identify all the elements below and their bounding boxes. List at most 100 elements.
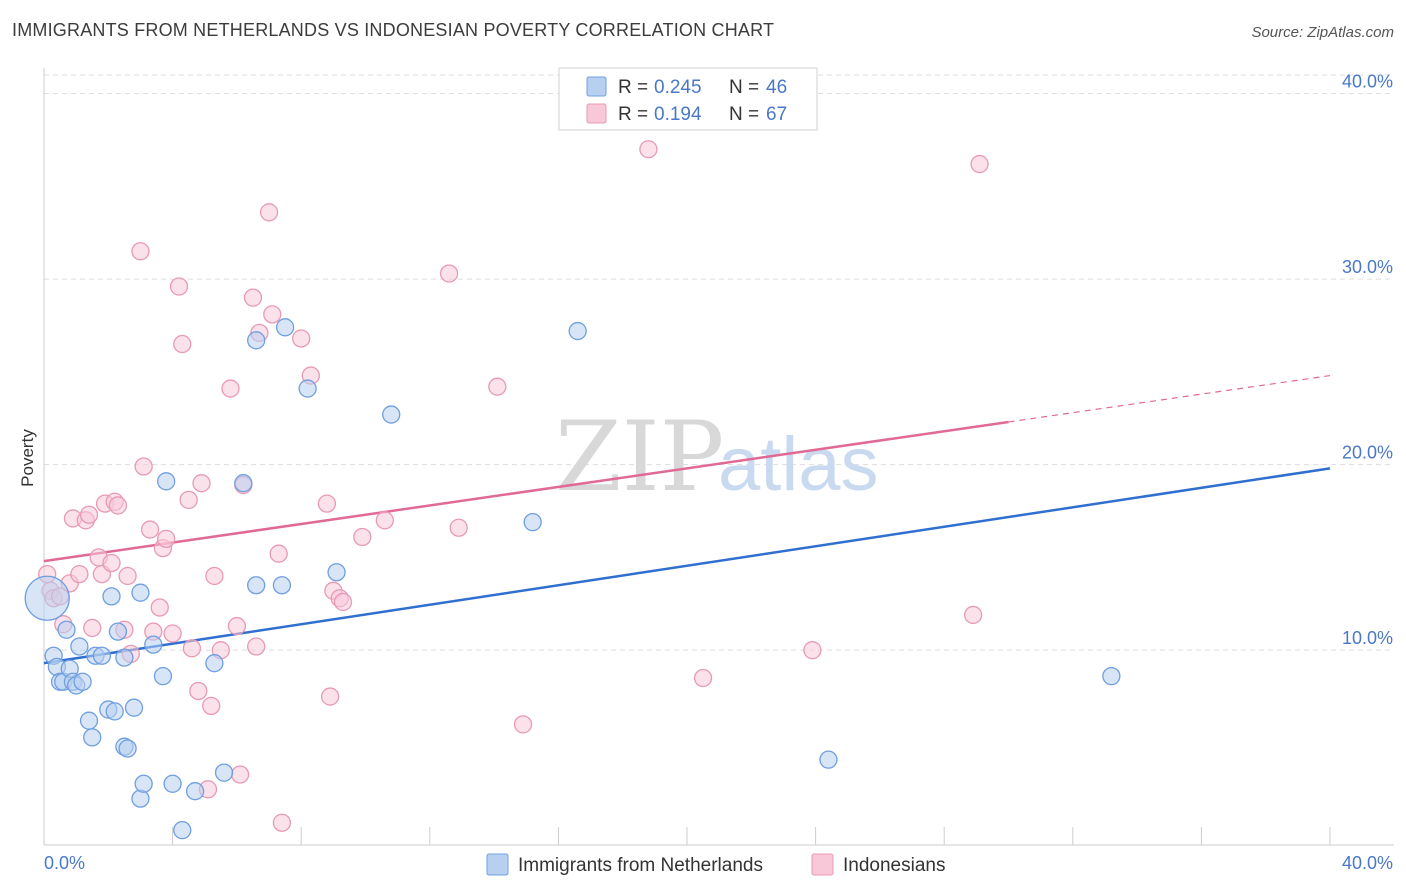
watermark: ZIP atlas bbox=[555, 401, 879, 513]
data-point-blue bbox=[153, 667, 173, 686]
data-point-pink bbox=[227, 616, 247, 636]
data-point-blue bbox=[247, 331, 266, 350]
legend-n-label: N = bbox=[729, 104, 759, 125]
y-tick-label: 30.0% bbox=[1342, 257, 1393, 277]
chart-title: IMMIGRANTS FROM NETHERLANDS VS INDONESIA… bbox=[12, 20, 775, 40]
data-point-blue bbox=[131, 583, 150, 602]
bottom-legend: Immigrants from Netherlands Indonesians bbox=[486, 853, 945, 876]
data-point-pink bbox=[173, 334, 192, 354]
data-point-blue bbox=[163, 774, 182, 793]
grid-layer: 10.0% 20.0% 30.0% 40.0% bbox=[44, 72, 1394, 651]
legend-r-value: 0.194 bbox=[654, 104, 702, 125]
data-point-blue bbox=[118, 739, 137, 758]
legend-n-value: 46 bbox=[766, 77, 787, 98]
data-point-pink bbox=[202, 696, 221, 715]
legend-r-label: R = bbox=[618, 104, 648, 125]
y-axis-label: Poverty bbox=[18, 429, 37, 487]
legend-swatch-pink bbox=[586, 103, 607, 124]
x-tick-label: 0.0% bbox=[44, 853, 85, 873]
data-point-pink bbox=[963, 605, 983, 625]
data-point-blue bbox=[568, 321, 587, 341]
data-point-blue bbox=[92, 646, 112, 665]
top-legend: R = 0.245 N = 46 R = 0.194 N = 67 bbox=[558, 67, 818, 131]
data-point-pink bbox=[150, 598, 169, 617]
watermark-atlas: atlas bbox=[718, 422, 879, 507]
data-point-blue bbox=[57, 620, 76, 639]
data-point-blue bbox=[298, 379, 317, 398]
data-point-pink bbox=[163, 624, 182, 643]
watermark-zip: ZIP bbox=[555, 401, 724, 513]
bottom-legend-item-indonesians[interactable]: Indonesians bbox=[811, 853, 945, 876]
data-point-blue bbox=[247, 576, 266, 595]
data-point-blue bbox=[272, 576, 292, 595]
data-point-pink bbox=[182, 639, 202, 658]
data-point-pink bbox=[118, 566, 137, 586]
data-point-blue bbox=[185, 782, 205, 801]
trend-lines bbox=[43, 374, 1331, 665]
data-point-blue bbox=[24, 575, 70, 621]
data-point-pink bbox=[803, 641, 822, 660]
legend-swatch-blue bbox=[586, 76, 607, 97]
data-point-pink bbox=[333, 592, 353, 612]
data-point-pink bbox=[179, 490, 198, 510]
data-point-blue bbox=[819, 750, 838, 769]
data-point-pink bbox=[439, 264, 459, 283]
data-point-pink bbox=[639, 140, 658, 159]
data-point-blue bbox=[105, 702, 124, 721]
data-point-blue bbox=[102, 587, 121, 606]
data-point-pink bbox=[102, 553, 121, 573]
data-points bbox=[24, 140, 1121, 840]
data-point-blue bbox=[214, 763, 234, 782]
y-tick-label: 10.0% bbox=[1342, 628, 1393, 648]
data-point-blue bbox=[124, 698, 144, 717]
bottom-legend-item-netherlands[interactable]: Immigrants from Netherlands bbox=[486, 853, 763, 876]
legend-r-label: R = bbox=[618, 77, 648, 98]
data-point-pink bbox=[449, 518, 468, 537]
data-point-blue bbox=[275, 318, 295, 337]
data-point-pink bbox=[259, 203, 279, 222]
bottom-legend-swatch-pink bbox=[811, 853, 834, 876]
data-point-blue bbox=[1102, 667, 1121, 686]
data-point-pink bbox=[83, 618, 102, 638]
data-point-pink bbox=[269, 544, 288, 563]
data-point-pink bbox=[970, 154, 989, 174]
data-point-blue bbox=[70, 637, 89, 656]
data-point-blue bbox=[173, 821, 192, 840]
legend-r-value: 0.245 bbox=[654, 77, 702, 98]
data-point-blue bbox=[327, 563, 346, 582]
x-tick-label: 40.0% bbox=[1342, 853, 1393, 873]
data-point-blue bbox=[108, 622, 128, 641]
data-point-pink bbox=[230, 765, 250, 784]
data-point-pink bbox=[169, 277, 189, 296]
data-point-pink bbox=[272, 813, 292, 832]
data-point-pink bbox=[79, 505, 99, 524]
data-point-blue bbox=[131, 789, 150, 808]
y-tick-label: 40.0% bbox=[1342, 72, 1393, 92]
data-point-blue bbox=[523, 513, 542, 532]
trend-line-pink bbox=[43, 420, 1009, 563]
data-point-blue bbox=[83, 728, 102, 747]
data-point-blue bbox=[134, 774, 153, 793]
data-point-pink bbox=[157, 529, 176, 549]
data-point-blue bbox=[79, 711, 99, 730]
trend-line-blue bbox=[43, 467, 1331, 665]
data-point-pink bbox=[693, 668, 713, 688]
legend-n-value: 67 bbox=[766, 104, 787, 125]
data-point-pink bbox=[189, 681, 208, 701]
data-point-pink bbox=[243, 288, 263, 307]
data-point-pink bbox=[131, 242, 150, 261]
bottom-legend-swatch-blue bbox=[486, 853, 509, 876]
data-point-blue bbox=[234, 474, 253, 493]
legend-n-label: N = bbox=[729, 77, 759, 98]
data-point-pink bbox=[488, 377, 507, 396]
data-point-pink bbox=[205, 566, 224, 586]
data-point-blue bbox=[144, 635, 163, 654]
bottom-legend-label: Immigrants from Netherlands bbox=[518, 855, 763, 876]
data-point-pink bbox=[320, 687, 340, 706]
data-point-pink bbox=[263, 305, 282, 324]
data-point-blue bbox=[382, 405, 401, 424]
data-point-pink bbox=[108, 496, 128, 515]
data-point-blue bbox=[205, 654, 224, 673]
data-point-pink bbox=[353, 527, 372, 547]
